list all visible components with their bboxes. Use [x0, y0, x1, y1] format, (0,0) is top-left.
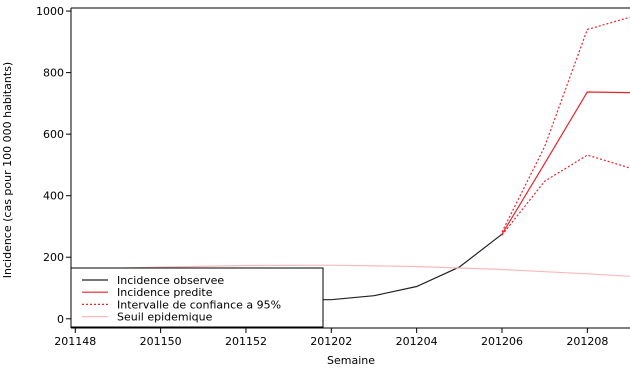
series-line-3 [501, 154, 630, 236]
x-tick-label: 201148 [54, 335, 96, 348]
x-tick-label: 201152 [225, 335, 267, 348]
y-tick-label: 600 [43, 128, 64, 141]
legend-label: Incidence observee [117, 274, 224, 287]
legend-label: Incidence predite [117, 286, 213, 299]
legend-box [70, 267, 324, 328]
legend-label: Seuil epidemique [117, 311, 213, 324]
y-tick-label: 200 [43, 251, 64, 264]
y-tick-label: 1000 [36, 5, 64, 18]
x-axis-title: Semaine [327, 354, 375, 367]
series-line-1 [501, 91, 630, 235]
x-tick-label: 201150 [140, 335, 182, 348]
x-tick-label: 201204 [396, 335, 438, 348]
x-axis-ticks: 201148 201150 201152 201202 201204 201206 2012… [54, 328, 608, 348]
x-tick-label: 201202 [310, 335, 352, 348]
y-axis-ticks: 0 200 400 600 800 1000 [36, 5, 71, 326]
y-tick-label: 400 [43, 190, 64, 203]
series-line-4 [71, 264, 630, 277]
y-tick-label: 800 [43, 67, 64, 80]
series-line-2 [501, 16, 630, 233]
legend-label: Intervalle de confiance a 95% [117, 298, 281, 311]
y-axis-title: Incidence (cas pour 100 000 habitants) [1, 62, 14, 278]
x-tick-label: 201206 [481, 335, 523, 348]
y-tick-label: 0 [57, 313, 64, 326]
x-tick-label: 201208 [566, 335, 608, 348]
